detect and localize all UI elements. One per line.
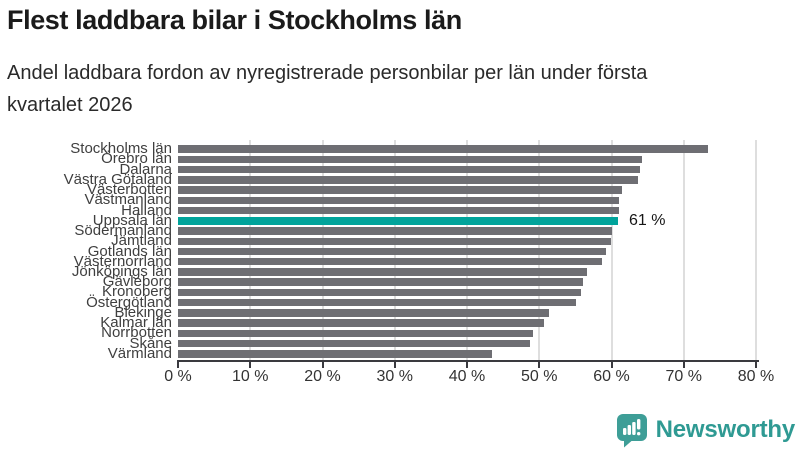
- bar: [178, 186, 622, 194]
- category-label: Kronoberg: [101, 283, 172, 301]
- axis-tick: [538, 362, 541, 368]
- x-axis-line: [177, 360, 759, 362]
- x-tick-label: 50 %: [521, 368, 558, 385]
- axis-tick: [755, 362, 757, 368]
- category-label: Jönköpings län: [71, 262, 172, 280]
- bar: [178, 176, 639, 184]
- category-label: Norrbotten: [101, 324, 172, 342]
- bar: [178, 298, 577, 307]
- bar: [178, 206, 619, 215]
- bar: [178, 247, 607, 256]
- x-tick-label: 60 %: [593, 368, 630, 385]
- chart-subtitle-line-1: Andel laddbara fordon av nyregistrerade …: [7, 62, 648, 84]
- axis-tick: [610, 362, 613, 368]
- bar: [178, 329, 534, 338]
- bar: [178, 257, 603, 266]
- chart-subtitle: Andel laddbara fordon av nyregistrerade …: [7, 57, 647, 121]
- gridline: [610, 140, 613, 361]
- newsworthy-logo: Newsworthy: [616, 412, 795, 448]
- chart-title: Flest laddbara bilar i Stockholms län: [7, 5, 462, 35]
- brand-name: Newsworthy: [655, 416, 796, 443]
- category-label: Östergötland: [86, 293, 172, 311]
- category-label: Västerbotten: [86, 181, 172, 199]
- bar: [178, 309, 550, 317]
- axis-tick: [466, 362, 468, 368]
- bar: [178, 319, 544, 327]
- bar: [178, 196, 620, 205]
- x-tick-label: 20 %: [304, 368, 341, 385]
- bar: [178, 288, 582, 297]
- axis-tick: [177, 362, 179, 368]
- category-label: Kalmar län: [100, 314, 172, 332]
- category-label: Halland: [121, 201, 172, 219]
- bar: [178, 227, 613, 235]
- x-tick-label: 80 %: [737, 368, 775, 385]
- category-label: Västra Götaland: [63, 170, 172, 188]
- category-label: Stockholms län: [70, 140, 172, 158]
- category-label: Uppsala län: [92, 211, 172, 229]
- chart-subtitle-line-2: kvartalet 2026: [7, 94, 133, 116]
- bar-chart-speech-bubble-icon: [616, 413, 649, 448]
- value-annotation: 61 %: [629, 211, 666, 229]
- bar: [178, 217, 618, 225]
- category-label: Blekinge: [114, 303, 172, 321]
- bar: [178, 145, 708, 153]
- x-tick-label: 40 %: [448, 368, 486, 385]
- bar: [178, 165, 641, 174]
- category-label: Dalarna: [119, 160, 172, 178]
- bar: [178, 155, 642, 164]
- gridline: [755, 140, 757, 361]
- bar: [178, 339, 530, 348]
- bar: [178, 350, 493, 358]
- axis-tick: [393, 362, 396, 368]
- category-label: Västernorrland: [73, 252, 172, 270]
- category-label: Jämtland: [111, 232, 172, 250]
- category-label: Värmland: [107, 344, 172, 362]
- axis-tick: [249, 362, 252, 368]
- bar: [178, 278, 584, 286]
- x-tick-label: 30 %: [376, 368, 413, 385]
- category-label: Västmanland: [84, 191, 172, 209]
- category-label: Skåne: [129, 334, 172, 352]
- category-label: Örebro län: [101, 150, 172, 168]
- bar: [178, 237, 611, 245]
- category-label: Södermanland: [74, 222, 172, 240]
- x-tick-label: 70 %: [665, 368, 702, 385]
- x-tick-label: 10 %: [232, 368, 269, 385]
- axis-tick: [682, 362, 685, 368]
- axis-tick: [321, 362, 324, 368]
- x-tick-label: 0 %: [164, 368, 192, 385]
- bar: [178, 268, 587, 276]
- gridline: [682, 140, 685, 361]
- category-label: Gävleborg: [102, 273, 172, 291]
- category-label: Gotlands län: [87, 242, 172, 260]
